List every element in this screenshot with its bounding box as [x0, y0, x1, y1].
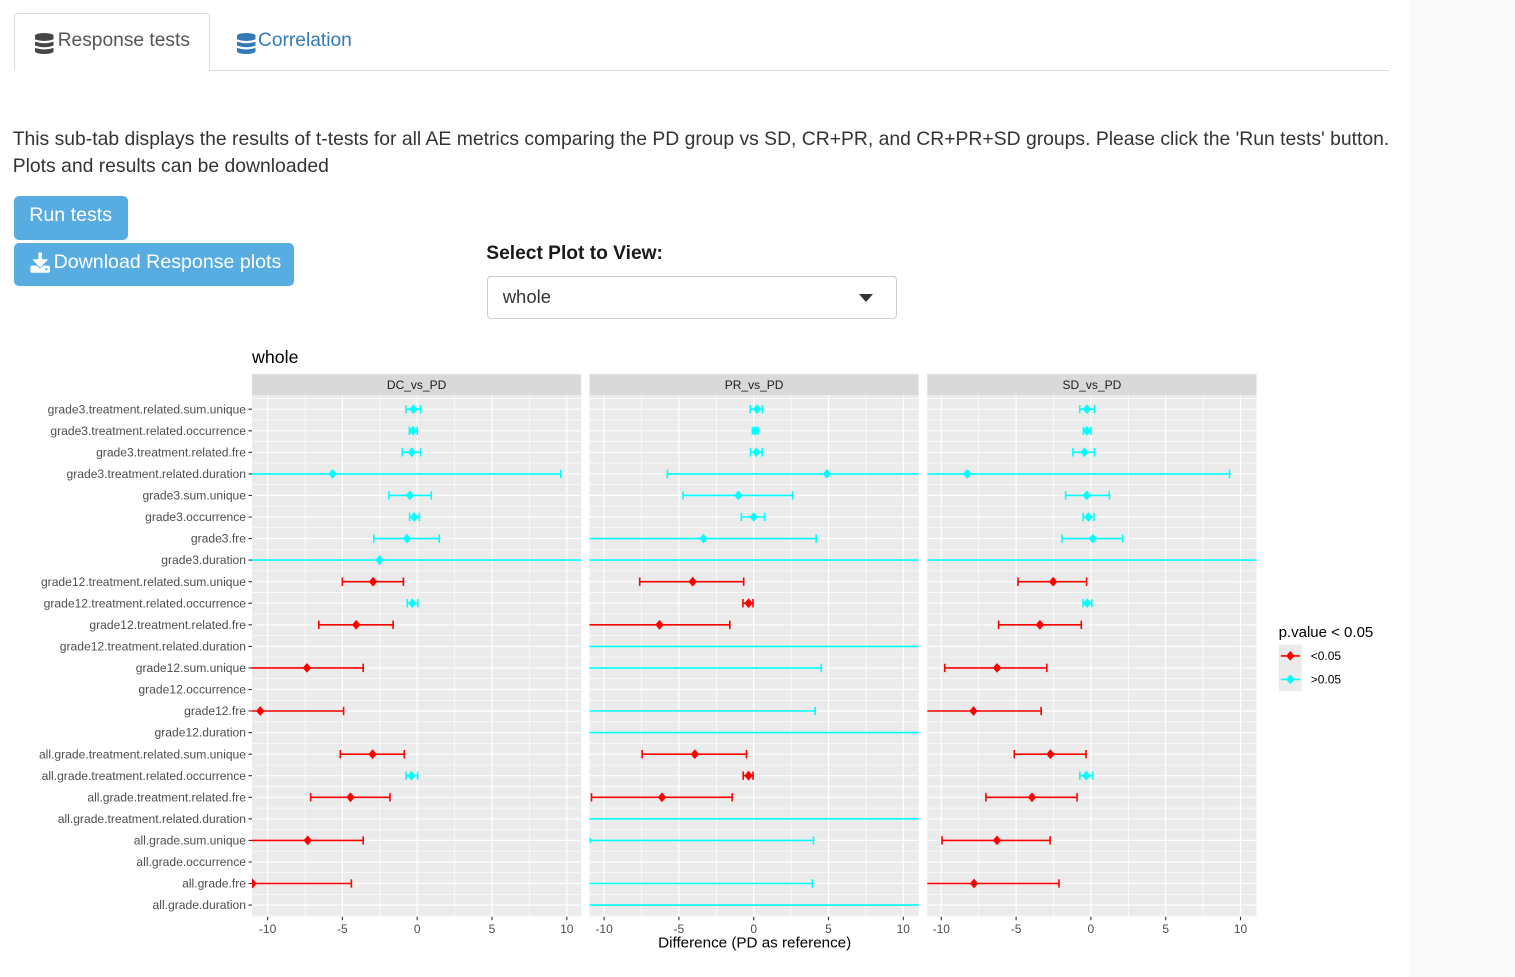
svg-text:grade3.treatment.related.durat: grade3.treatment.related.duration — [66, 467, 246, 481]
svg-text:-10: -10 — [259, 922, 277, 936]
svg-text:DC_vs_PD: DC_vs_PD — [387, 378, 447, 392]
svg-text:grade12.treatment.related.sum.: grade12.treatment.related.sum.unique — [41, 575, 246, 589]
svg-text:whole: whole — [251, 347, 299, 367]
svg-text:5: 5 — [825, 922, 832, 936]
svg-text:grade12.occurrence: grade12.occurrence — [138, 683, 246, 697]
svg-text:10: 10 — [1234, 922, 1248, 936]
svg-text:all.grade.treatment.related.fr: all.grade.treatment.related.fre — [87, 790, 246, 804]
svg-text:5: 5 — [489, 922, 496, 936]
svg-text:0: 0 — [750, 922, 757, 936]
svg-text:all.grade.treatment.related.su: all.grade.treatment.related.sum.unique — [39, 747, 246, 761]
svg-text:>0.05: >0.05 — [1311, 673, 1342, 687]
svg-text:-10: -10 — [595, 922, 613, 936]
svg-text:all.grade.treatment.related.du: all.grade.treatment.related.duration — [58, 812, 246, 826]
svg-text:p.value < 0.05: p.value < 0.05 — [1279, 624, 1374, 641]
svg-text:-5: -5 — [1011, 922, 1022, 936]
svg-text:all.grade.sum.unique: all.grade.sum.unique — [134, 834, 247, 848]
svg-text:grade3.treatment.related.sum.u: grade3.treatment.related.sum.unique — [48, 402, 247, 416]
svg-text:all.grade.duration: all.grade.duration — [153, 898, 246, 912]
svg-text:grade3.occurrence: grade3.occurrence — [145, 510, 246, 524]
svg-text:10: 10 — [560, 922, 574, 936]
svg-text:grade3.sum.unique: grade3.sum.unique — [142, 489, 246, 503]
svg-text:-5: -5 — [674, 922, 685, 936]
svg-text:Difference (PD as reference): Difference (PD as reference) — [658, 934, 851, 951]
svg-text:all.grade.occurrence: all.grade.occurrence — [136, 855, 246, 869]
svg-text:grade12.treatment.related.dura: grade12.treatment.related.duration — [60, 640, 246, 654]
svg-text:PR_vs_PD: PR_vs_PD — [725, 378, 784, 392]
svg-text:grade3.duration: grade3.duration — [161, 553, 246, 567]
svg-text:10: 10 — [897, 922, 911, 936]
svg-text:SD_vs_PD: SD_vs_PD — [1063, 378, 1122, 392]
svg-text:grade12.sum.unique: grade12.sum.unique — [136, 661, 247, 675]
svg-text:<0.05: <0.05 — [1311, 649, 1342, 663]
svg-text:grade12.treatment.related.fre: grade12.treatment.related.fre — [89, 618, 246, 632]
svg-text:grade3.treatment.related.fre: grade3.treatment.related.fre — [96, 445, 246, 459]
svg-text:0: 0 — [414, 922, 421, 936]
svg-text:0: 0 — [1088, 922, 1095, 936]
svg-text:grade3.treatment.related.occur: grade3.treatment.related.occurrence — [50, 424, 246, 438]
svg-text:grade12.fre: grade12.fre — [184, 704, 246, 718]
svg-text:grade12.treatment.related.occu: grade12.treatment.related.occurrence — [44, 596, 247, 610]
svg-text:5: 5 — [1162, 922, 1169, 936]
svg-text:-10: -10 — [933, 922, 951, 936]
svg-text:all.grade.fre: all.grade.fre — [182, 877, 246, 891]
svg-text:grade12.duration: grade12.duration — [155, 726, 246, 740]
svg-text:-5: -5 — [337, 922, 348, 936]
svg-text:all.grade.treatment.related.oc: all.grade.treatment.related.occurrence — [42, 769, 247, 783]
svg-text:grade3.fre: grade3.fre — [191, 532, 246, 546]
